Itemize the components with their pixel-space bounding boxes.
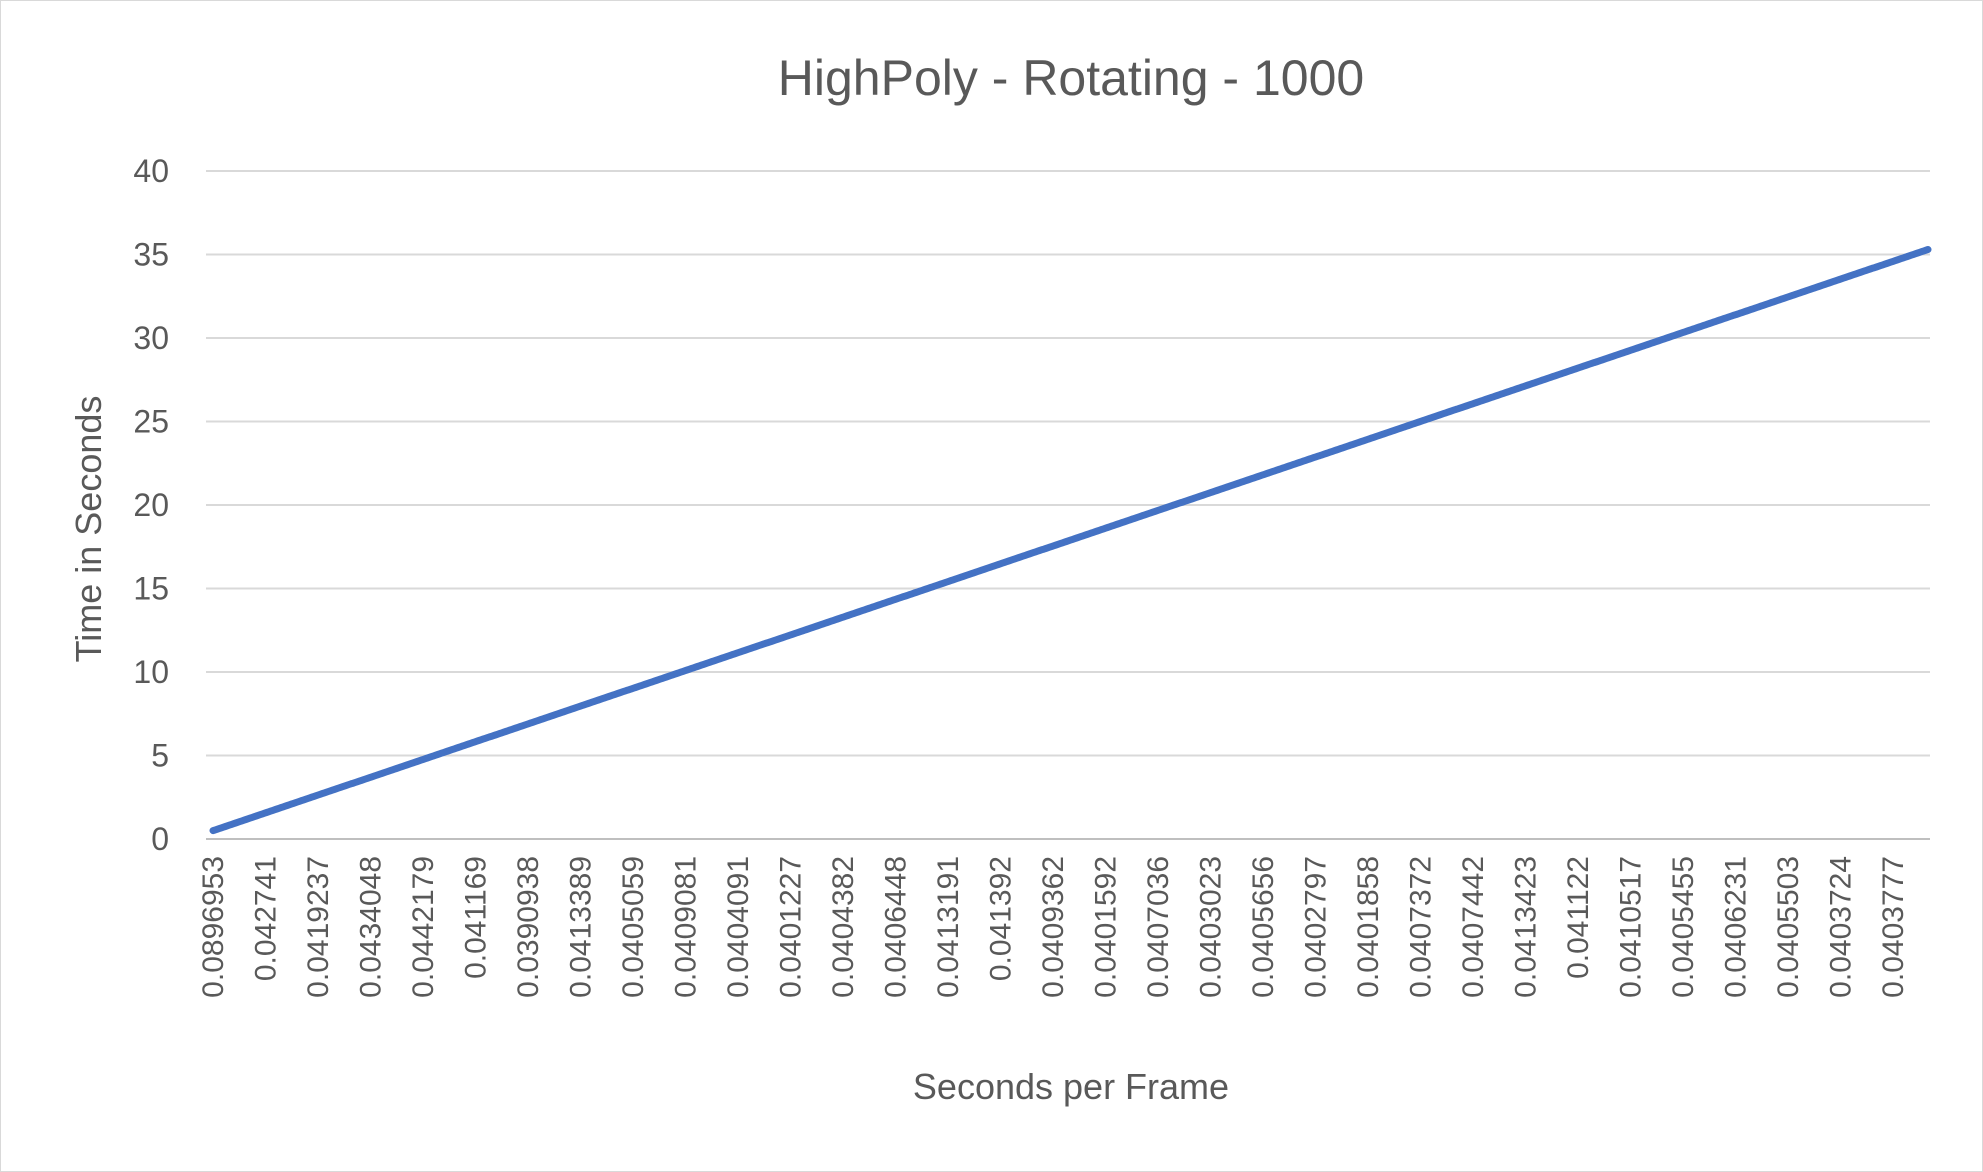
x-tick-label: 0.0410517 <box>1615 856 1648 998</box>
series-line <box>209 246 1932 835</box>
x-tick-label: 0.0413191 <box>932 856 965 998</box>
y-tick-label: 25 <box>133 404 169 440</box>
x-tick-label: 0.0405059 <box>617 856 650 998</box>
x-tick-label: 0.041122 <box>1562 856 1595 979</box>
x-tick-label: 0.0413423 <box>1510 856 1543 998</box>
y-tick-label: 15 <box>133 571 169 607</box>
series-group <box>209 246 1932 835</box>
chart-title: HighPoly - Rotating - 1000 <box>778 50 1364 106</box>
x-axis-tick-labels: 0.0896953 0.042741 0.0419237 0.0434048 0.044… <box>197 856 1910 998</box>
x-tick-label: 0.041392 <box>985 856 1018 981</box>
x-tick-label: 0.0407036 <box>1142 856 1175 998</box>
y-axis-tick-labels: 0 5 10 15 20 25 30 35 40 <box>133 153 169 857</box>
x-tick-label: 0.0409362 <box>1037 856 1070 998</box>
y-tick-label: 10 <box>133 654 169 690</box>
x-tick-label: 0.0409081 <box>670 856 703 998</box>
x-tick-label: 0.041169 <box>460 856 493 979</box>
x-tick-label: 0.0405455 <box>1667 856 1700 998</box>
x-tick-label: 0.0403724 <box>1825 856 1858 998</box>
y-tick-label: 40 <box>133 153 169 189</box>
x-tick-label: 0.0413389 <box>565 856 598 998</box>
y-tick-label: 30 <box>133 320 169 356</box>
y-tick-label: 0 <box>151 821 169 857</box>
x-tick-label: 0.0401592 <box>1090 856 1123 998</box>
x-tick-label: 0.0403023 <box>1195 856 1228 998</box>
gridlines <box>206 170 1930 840</box>
x-tick-label: 0.0404091 <box>722 856 755 998</box>
x-tick-label: 0.0407372 <box>1405 856 1438 998</box>
x-tick-label: 0.0407442 <box>1457 856 1490 998</box>
x-tick-label: 0.0405503 <box>1772 856 1805 998</box>
x-tick-label: 0.0404382 <box>827 856 860 998</box>
y-tick-label: 20 <box>133 487 169 523</box>
x-tick-label: 0.0406231 <box>1720 856 1753 998</box>
y-tick-label: 5 <box>151 738 169 774</box>
x-tick-label: 0.0401858 <box>1352 856 1385 998</box>
x-tick-label: 0.0406448 <box>880 856 913 998</box>
x-tick-label: 0.0434048 <box>355 856 388 998</box>
x-tick-label: 0.0896953 <box>197 856 230 998</box>
y-axis-label: Time in Seconds <box>68 396 109 663</box>
x-tick-label: 0.0403777 <box>1877 856 1910 998</box>
x-tick-label: 0.0402797 <box>1300 856 1333 998</box>
x-tick-label: 0.0390938 <box>512 856 545 998</box>
x-tick-label: 0.0405656 <box>1247 856 1280 998</box>
x-tick-label: 0.0401227 <box>775 856 808 998</box>
y-tick-label: 35 <box>133 237 169 273</box>
x-tick-label: 0.0419237 <box>302 856 335 998</box>
x-axis-label: Seconds per Frame <box>913 1066 1229 1107</box>
x-tick-label: 0.0442179 <box>407 856 440 998</box>
x-tick-label: 0.042741 <box>250 856 283 981</box>
